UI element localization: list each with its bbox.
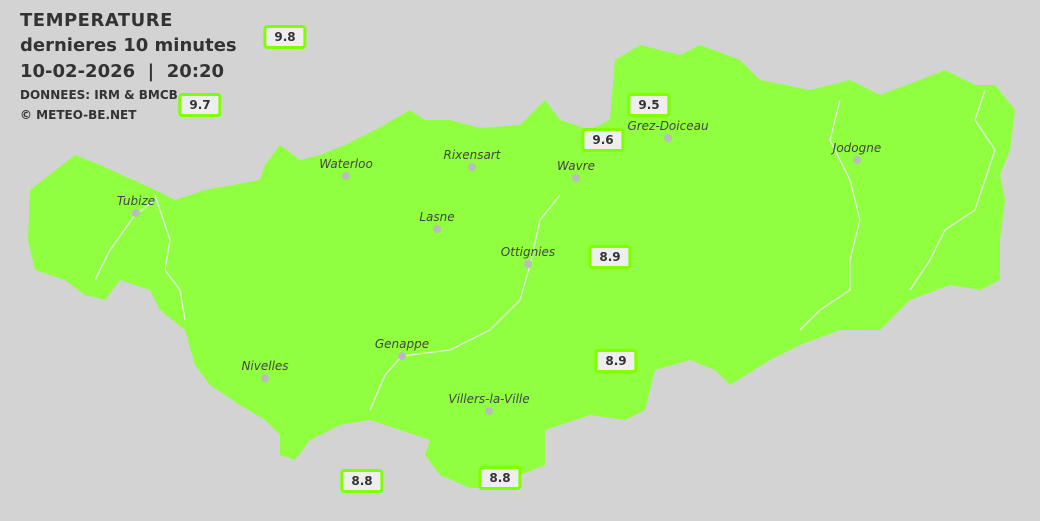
town-marker [468, 163, 476, 171]
temperature-reading[interactable]: 8.9 [594, 349, 638, 373]
town-label: Villers-la-Ville [448, 392, 530, 406]
town-label: Genappe [374, 337, 430, 351]
town-label: Grez-Doiceau [627, 119, 709, 133]
town-label: Jodogne [832, 141, 882, 155]
rivers [94, 89, 996, 411]
town-marker [342, 172, 350, 180]
town-marker [664, 134, 672, 142]
map-subtitle: dernieres 10 minutes [20, 35, 237, 56]
town-marker [485, 407, 493, 415]
temperature-reading[interactable]: 8.8 [340, 469, 384, 493]
town-marker [853, 156, 861, 164]
town-label: Waterloo [319, 157, 373, 171]
temperature-reading[interactable]: 9.6 [581, 128, 625, 152]
map-title: TEMPERATURE [20, 10, 173, 31]
town-marker [572, 174, 580, 182]
temperature-reading[interactable]: 9.7 [178, 93, 222, 117]
temperature-reading[interactable]: 9.5 [627, 93, 671, 117]
town-marker [132, 209, 140, 217]
temperature-reading[interactable]: 8.9 [588, 245, 632, 269]
town-marker [261, 374, 269, 382]
temperature-reading[interactable]: 8.8 [478, 466, 522, 490]
temperature-reading[interactable]: 9.8 [263, 25, 307, 49]
town-label: Wavre [557, 159, 595, 173]
town-label: Nivelles [241, 359, 289, 373]
town-label: Tubize [116, 194, 156, 208]
town-label: Lasne [419, 210, 455, 224]
town-marker [398, 352, 406, 360]
map-datetime: 10-02-2026 | 20:20 [20, 61, 225, 82]
copyright: © METEO-BE.NET [20, 108, 137, 122]
province-shape [28, 45, 1015, 488]
town-label: Rixensart [443, 148, 501, 162]
town-label: Ottignies [500, 245, 556, 259]
town-marker [524, 260, 532, 268]
town-marker [433, 225, 441, 233]
data-source: DONNEES: IRM & BMCB [20, 88, 178, 102]
